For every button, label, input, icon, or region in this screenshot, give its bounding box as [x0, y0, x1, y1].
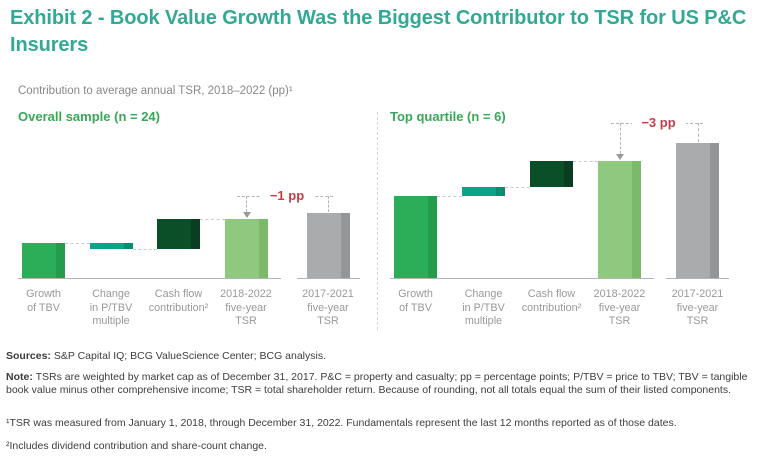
axis-label-overall-growth-of-tbv: Growth of TBV [26, 288, 61, 314]
bar-edge-shade [710, 142, 719, 278]
footnote-sources-label: Sources: [6, 350, 51, 362]
bar-value-top-quartile-growth-of-tbv [394, 229, 437, 245]
bar-edge-shade [564, 160, 573, 187]
bar-value-overall-growth-of-tbv [22, 252, 65, 268]
annotation-arrow-icon [242, 212, 251, 219]
axis-baseline-overall [18, 278, 281, 279]
footnote-sources: Sources: S&P Capital IQ; BCG ValueScienc… [6, 350, 758, 363]
panel-title-top-quartile: Top quartile (n = 6) [390, 109, 506, 124]
footnote-note-text: TSRs are weighted by market cap as of De… [6, 371, 748, 396]
axis-baseline-top-quartile [390, 278, 654, 279]
footnote-1: ¹TSR was measured from January 1, 2018, … [6, 417, 677, 429]
axis-label-top-quartile-growth-of-tbv: Growth of TBV [398, 288, 433, 314]
bar-value-overall-change-in-p-tbv-multiple [90, 252, 133, 268]
bar-value-top-quartile-tsr-2018-2022 [598, 211, 641, 227]
bar-overall-change-in-p-tbv-multiple [89, 242, 133, 249]
axis-label-overall-cash-flow-contribution: Cash flow contribution² [148, 288, 209, 314]
axis-baseline-top-quartile-tsr-prior [666, 278, 729, 279]
axis-label-overall-tsr-2017-2021: 2017-2021 five-year TSR [302, 288, 354, 327]
waterfall-connector-top-quartile-1 [505, 187, 530, 188]
bar-top-quartile-growth-of-tbv [394, 195, 437, 278]
annotation-label-overall: −1 pp [260, 188, 314, 204]
annotation-label-top-quartile: −3 pp [631, 115, 686, 131]
bar-edge-shade [191, 219, 200, 249]
axis-label-top-quartile-tsr-2018-2022: 2018-2022 five-year TSR [593, 288, 646, 327]
waterfall-connector-overall-0 [65, 242, 90, 244]
bar-value-top-quartile-change-in-p-tbv-multiple [462, 170, 505, 186]
axis-label-overall-tsr-2018-2022: 2018-2022 five-year TSR [220, 288, 272, 327]
waterfall-connector-overall-2 [200, 219, 225, 221]
bar-overall-tsr-2017-2021 [306, 213, 350, 278]
axis-label-top-quartile-tsr-2017-2021: 2017-2021 five-year TSR [671, 288, 724, 327]
annotation-drop-overall [246, 196, 247, 213]
bar-edge-shade [123, 242, 133, 249]
exhibit-title: Exhibit 2 - Book Value Growth Was the Bi… [10, 7, 747, 56]
footnote-sources-text: S&P Capital IQ; BCG ValueScience Center;… [50, 350, 327, 362]
bar-edge-shade [632, 160, 641, 278]
bar-edge-shade [340, 213, 350, 278]
annotation-arrow-icon [616, 153, 624, 160]
bar-value-top-quartile-cash-flow-contribution [530, 166, 573, 182]
panel-divider-line [377, 112, 378, 330]
axis-label-top-quartile-cash-flow-contribution: Cash flow contribution² [521, 288, 582, 314]
bar-top-quartile-change-in-p-tbv-multiple [462, 187, 505, 196]
bar-top-quartile-tsr-2017-2021 [676, 142, 719, 278]
bar-value-overall-tsr-2018-2022 [225, 241, 268, 257]
footnote-2: ²Includes dividend contribution and shar… [6, 440, 267, 452]
bar-value-overall-cash-flow-contribution [157, 226, 200, 242]
waterfall-connector-top-quartile-2 [573, 160, 598, 162]
axis-label-overall-change-in-p-tbv-multiple: Change in P/TBV multiple [89, 288, 133, 327]
bar-edge-shade [258, 219, 268, 278]
footnote-note-label: Note: [6, 371, 33, 383]
waterfall-connector-overall-1 [132, 248, 157, 250]
panel-title-overall-sample: Overall sample (n = 24) [18, 109, 160, 124]
bar-value-overall-tsr-2017-2021 [307, 238, 350, 254]
footnote-note: Note: TSRs are weighted by market cap as… [6, 371, 758, 397]
chart-subtitle: Contribution to average annual TSR, 2018… [18, 85, 293, 97]
bar-overall-growth-of-tbv [22, 242, 65, 278]
waterfall-connector-top-quartile-0 [437, 195, 462, 197]
bar-overall-tsr-2018-2022 [224, 219, 268, 278]
bar-edge-shade [56, 242, 65, 278]
bar-edge-shade [496, 187, 505, 196]
axis-label-top-quartile-change-in-p-tbv-multiple: Change in P/TBV multiple [462, 288, 505, 327]
axis-baseline-overall-tsr-prior [296, 278, 360, 279]
bar-value-top-quartile-tsr-2017-2021 [676, 202, 719, 218]
bar-overall-cash-flow-contribution [157, 219, 200, 249]
bar-top-quartile-tsr-2018-2022 [598, 160, 641, 278]
bar-edge-shade [428, 195, 437, 278]
annotation-riser-overall [328, 196, 329, 213]
annotation-drop-top-quartile [619, 123, 621, 154]
annotation-riser-top-quartile [697, 123, 699, 142]
bar-top-quartile-cash-flow-contribution [530, 160, 573, 187]
